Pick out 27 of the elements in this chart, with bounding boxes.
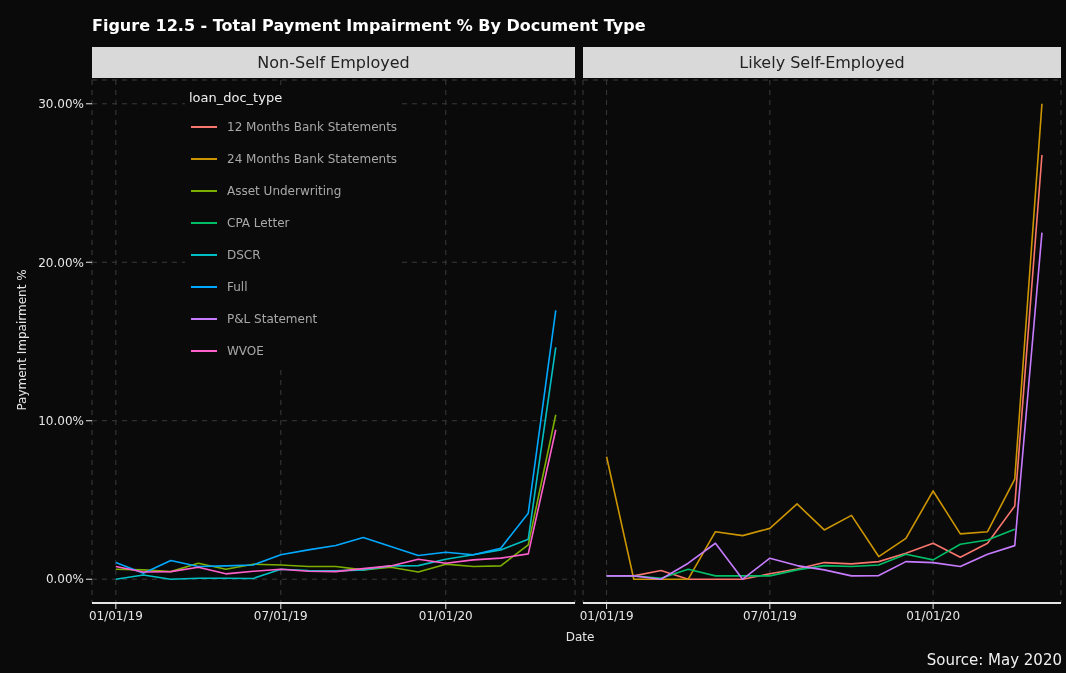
y-tick-label: 20.00% <box>38 255 84 270</box>
y-axis-title: Payment Impairment % <box>15 269 29 411</box>
x-tick-label: 01/01/19 <box>579 608 634 623</box>
legend-label: 12 Months Bank Statements <box>227 120 398 134</box>
legend-label: WVOE <box>227 344 264 358</box>
chart-subtitle: Likely Self-Employed <box>583 47 1061 78</box>
chart-title: Figure 12.5 - Total Payment Impairment % By Document Type <box>92 16 646 35</box>
x-tick-label: 01/01/19 <box>88 608 143 623</box>
y-tick-label: 0.00% <box>45 572 84 587</box>
source-note: Source: May 2020 <box>926 651 1062 669</box>
legend-label: DSCR <box>227 248 261 262</box>
x-tick-label: 01/01/20 <box>906 608 961 623</box>
x-axis-title: Date <box>565 630 595 644</box>
x-tick-label: 07/01/19 <box>253 608 308 623</box>
y-tick-label: 30.00% <box>38 97 84 112</box>
x-tick-label: 01/01/20 <box>418 608 473 623</box>
chart-subtitle: Non-Self Employed <box>92 47 575 78</box>
legend-title: loan_doc_type <box>189 90 284 105</box>
legend-label: P&L Statement <box>227 312 318 326</box>
line-series <box>115 346 557 581</box>
legend-label: Full <box>227 280 248 294</box>
line-series <box>115 309 557 575</box>
legend-label: 24 Months Bank Statements <box>227 152 398 166</box>
x-tick-label: 07/01/19 <box>742 608 797 623</box>
y-tick-label: 10.00% <box>38 414 84 428</box>
legend-label: CPA Letter <box>227 216 290 230</box>
legend-label: Asset Underwriting <box>227 184 342 198</box>
